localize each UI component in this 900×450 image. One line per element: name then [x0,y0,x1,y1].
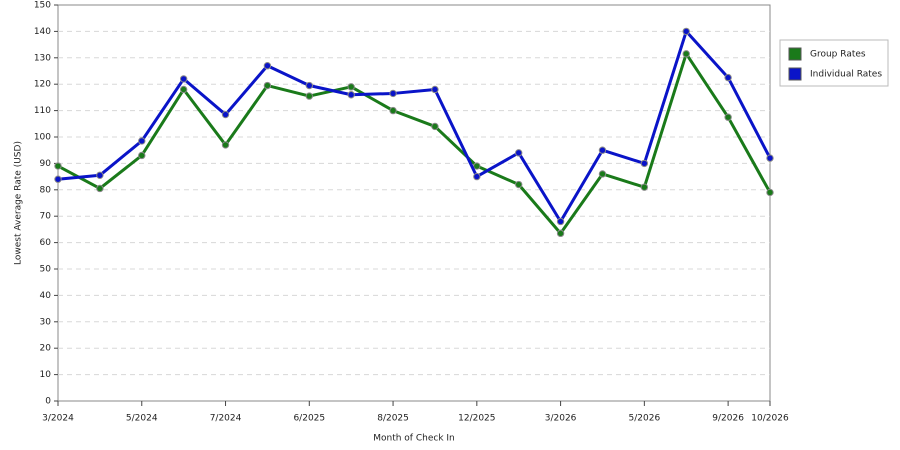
y-tick-label: 130 [34,53,51,63]
data-point [556,217,565,226]
data-point [138,137,146,145]
data-point [598,170,607,178]
data-point [96,171,104,179]
data-point [724,73,732,82]
y-tick-label: 30 [40,317,52,327]
data-point [54,175,62,183]
x-tick-label: 8/2025 [377,414,409,424]
data-point [431,85,439,94]
data-point [515,180,523,189]
data-point [138,151,146,160]
data-point [682,27,690,36]
data-point [389,106,397,115]
x-axis-title: Month of Check In [373,434,455,444]
x-tick-label: 9/2026 [712,414,744,424]
y-tick-label: 90 [40,159,52,169]
data-point [640,159,649,168]
x-tick-label: 5/2026 [629,414,661,424]
y-tick-label: 60 [40,238,52,248]
x-tick-label: 10/2026 [751,414,789,424]
y-tick-label: 150 [34,1,51,11]
data-point [54,162,62,170]
y-tick-label: 50 [40,265,52,275]
legend-label: Group Rates [810,50,866,60]
data-point [640,183,649,191]
x-tick-label: 5/2024 [126,414,158,424]
y-tick-label: 80 [40,185,52,195]
data-point [598,146,607,154]
data-point [473,162,481,170]
y-tick-label: 100 [34,133,51,143]
data-point [263,81,272,90]
data-point [179,85,188,94]
data-point [766,154,774,162]
x-tick-label: 12/2025 [458,414,495,424]
y-tick-label: 110 [34,106,51,116]
plot-area [57,4,771,402]
data-point [556,229,565,238]
legend-label: Individual Rates [810,70,882,80]
data-point [473,172,481,181]
data-point [347,91,355,99]
y-tick-label: 70 [40,212,52,222]
data-point [682,50,690,58]
data-point [96,184,104,193]
y-tick-label: 0 [45,397,51,407]
x-tick-label: 3/2026 [545,414,577,424]
series-line [57,52,772,235]
x-tick-label: 3/2024 [42,414,74,424]
data-point [431,122,439,131]
y-tick-label: 120 [34,80,51,90]
y-tick-label: 10 [40,370,52,380]
y-axis-title: Lowest Average Rate (USD) [14,141,24,265]
data-point [221,110,230,119]
data-point [515,149,523,157]
data-point [179,75,188,83]
data-point [305,92,313,100]
data-point [347,83,355,91]
data-point [724,113,732,121]
y-tick-label: 140 [34,27,51,37]
x-tick-label: 7/2024 [210,414,242,424]
y-tick-label: 40 [40,291,52,301]
data-point [263,62,272,70]
legend-swatch [788,47,802,61]
legend-swatch [788,67,802,81]
series-line [57,29,772,223]
data-point [305,81,313,90]
data-point [766,188,774,197]
data-point [221,141,230,149]
y-tick-label: 20 [40,344,52,354]
data-point [389,89,397,98]
x-tick-label: 6/2025 [293,414,325,424]
